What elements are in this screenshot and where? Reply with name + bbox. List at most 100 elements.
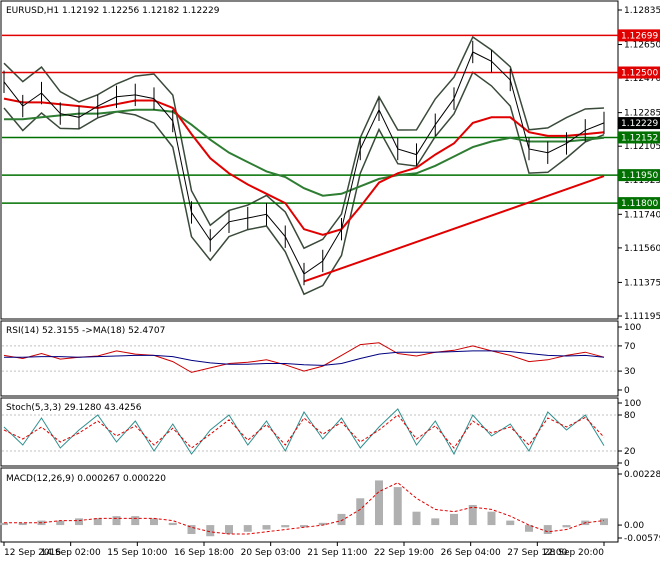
macd-histogram-bar (206, 525, 215, 537)
x-tick-label: 16 Sep 18:00 (174, 548, 234, 558)
main-y-tick-label: 1.12835 (624, 6, 660, 16)
rsi-y-tick-label: 0 (624, 386, 630, 396)
macd-histogram-bar (300, 525, 308, 528)
level-tag-1.12699: 1.12699 (618, 29, 660, 42)
macd-histogram-bar (0, 522, 8, 526)
level-tag-1.12152: 1.12152 (618, 131, 660, 144)
x-tick-label: 26 Sep 04:00 (441, 548, 501, 558)
stoch-main-line (3, 408, 605, 456)
main-y-tick-label: 1.11375 (624, 278, 660, 288)
macd-histogram-bar (75, 518, 83, 526)
main-y-tick-label: 1.12285 (624, 109, 660, 119)
support-trendline (303, 175, 605, 283)
level-tag-box (618, 117, 660, 130)
level-tag-1.12229: 1.12229 (618, 117, 660, 130)
stoch-y-tick-label: 80 (624, 411, 636, 421)
stoch-signal-line (3, 414, 605, 449)
macd-histogram-bar (243, 525, 252, 532)
level-tag-label: 1.12500 (621, 69, 658, 79)
macd-histogram-bar (375, 480, 383, 526)
macd-histogram-bar (543, 525, 552, 535)
main-y-tick-label: 1.11195 (624, 312, 660, 322)
macd-histogram-bar (281, 525, 290, 528)
x-tick-label: 14 Sep 02:00 (41, 548, 101, 558)
macd-signal-line (4, 482, 605, 535)
macd-histogram-bar (600, 518, 608, 526)
stoch-y-tick-label: 100 (624, 399, 641, 409)
level-tag-label: 1.11800 (621, 199, 658, 209)
macd-y-tick-label: 0.00 (624, 521, 644, 531)
level-tag-1.12500: 1.12500 (618, 66, 660, 79)
macd-histogram-bar (150, 518, 158, 526)
macd-histogram-bar (412, 511, 421, 526)
macd-histogram-bar (393, 487, 402, 526)
level-tag-label: 1.12229 (621, 119, 658, 129)
rsi-y-tick-label: 100 (624, 323, 641, 333)
macd-histogram-bar (131, 516, 140, 526)
macd-histogram-bar (262, 525, 271, 530)
macd-title: MACD(12,26,9) 0.000267 0.000220 (6, 474, 166, 484)
x-tick-label: 20 Sep 03:00 (241, 548, 301, 558)
level-tag-box (618, 169, 660, 182)
x-tick-label: 12 Sep 2016 (4, 548, 61, 558)
macd-histogram-bar (337, 513, 346, 526)
macd-histogram-bar (56, 520, 65, 526)
macd-histogram-bar (168, 522, 177, 526)
rsi-y-tick-label: 70 (624, 342, 636, 352)
level-tag-1.11800: 1.11800 (618, 197, 660, 210)
stochastic-panel: 100 80 20 0 (2, 399, 641, 469)
level-tag-label: 1.12699 (621, 31, 658, 41)
main-y-tick-label: 1.11740 (624, 210, 660, 220)
macd-histogram-bar (506, 520, 515, 526)
main-y-tick-label: 1.12105 (624, 142, 660, 152)
level-tag-label: 1.12152 (621, 133, 658, 143)
bollinger-lower-band (3, 71, 605, 296)
bollinger-upper-band (3, 35, 605, 250)
panel-frames (0, 0, 619, 543)
main-title: EURUSD,H1 1.12192 1.12256 1.12182 1.1222… (6, 6, 220, 16)
level-tag-1.11950: 1.11950 (618, 169, 660, 182)
x-tick-label: 27 Sep 12:00 (507, 548, 567, 558)
stoch-panel-frame (0, 397, 619, 467)
macd-y-tick-label: -0.00579 (624, 534, 660, 544)
stoch-y-tick-label: 0 (624, 459, 630, 469)
macd-histogram-bar (450, 513, 458, 526)
macd-histogram-bar (431, 518, 440, 526)
rsi-panel-frame (0, 320, 619, 397)
rsi-panel: 100 70 30 0 (2, 323, 641, 396)
main-y-tick-label: 1.11560 (624, 244, 660, 254)
x-tick-label: 21 Sep 11:00 (307, 548, 367, 558)
rsi-title: RSI(14) 52.3155 ->MA(18) 52.4707 (6, 326, 165, 336)
x-tick-label: 15 Sep 10:00 (107, 548, 167, 558)
x-tick-label: 28 Sep 20:00 (544, 548, 604, 558)
macd-histogram-bar (187, 525, 196, 535)
rsi-ma-line (4, 350, 605, 366)
ma-slow-line (4, 108, 605, 197)
macd-panel: 0.002288 0.00 -0.00579 (0, 470, 660, 544)
macd-histogram-bar (93, 518, 102, 526)
macd-histogram-bar (356, 498, 365, 526)
rsi-y-tick-label: 30 (624, 367, 636, 377)
macd-histogram-bar (318, 522, 327, 526)
stoch-y-tick-label: 20 (624, 447, 636, 457)
macd-histogram-bar (468, 504, 477, 526)
macd-y-tick-label: 0.002288 (624, 470, 660, 480)
ma-medium-line (3, 97, 605, 236)
macd-histogram-bar (18, 522, 27, 526)
price-line (3, 51, 605, 275)
main-y-tick-label: 1.12470 (624, 74, 660, 84)
x-tick-label: 22 Sep 19:00 (374, 548, 434, 558)
macd-histogram-bar (562, 525, 571, 528)
main-panel-frame (0, 0, 619, 320)
macd-histogram-bar (225, 525, 233, 535)
level-tag-label: 1.11950 (621, 171, 658, 181)
level-tag-box (618, 131, 660, 144)
level-tag-box (618, 66, 660, 79)
level-tag-box (618, 197, 660, 210)
macd-histogram-bar (525, 525, 533, 532)
main-price-panel: 1.12835 1.12650 1.12470 1.12285 1.12105 1.119… (2, 6, 660, 322)
rsi-line (3, 342, 605, 373)
